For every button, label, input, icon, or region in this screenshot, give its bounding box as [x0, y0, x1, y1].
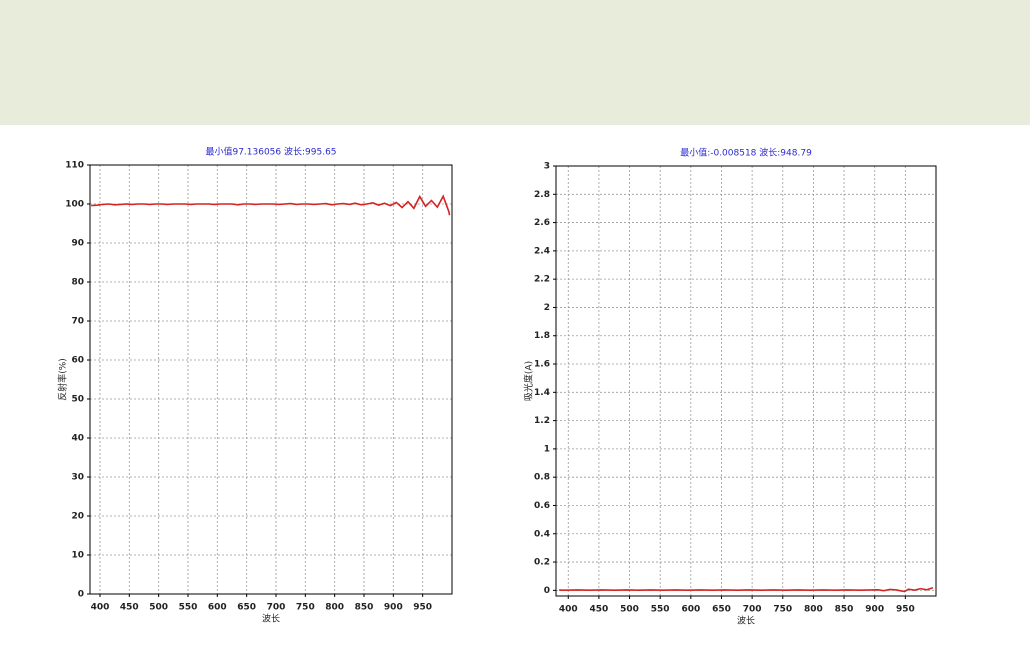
- y-tick-label: 1.8: [534, 331, 550, 341]
- y-tick-label: 10: [71, 551, 84, 561]
- x-tick-label: 900: [865, 605, 884, 615]
- y-tick-label: 100: [65, 200, 84, 210]
- x-tick-label: 850: [835, 605, 854, 615]
- x-tick-label: 500: [149, 603, 168, 613]
- y-axis-label: 吸光度(A): [523, 361, 535, 401]
- x-tick-label: 500: [620, 605, 639, 615]
- y-tick-label: 80: [71, 278, 84, 288]
- y-tick-label: 2.4: [534, 246, 550, 256]
- x-tick-label: 950: [413, 603, 432, 613]
- y-tick-label: 60: [71, 356, 84, 366]
- x-tick-label: 450: [590, 605, 609, 615]
- y-tick-label: 2: [544, 303, 550, 313]
- y-tick-label: 1: [544, 444, 550, 454]
- y-tick-label: 70: [71, 317, 84, 327]
- x-tick-label: 950: [896, 605, 915, 615]
- x-tick-label: 400: [91, 603, 110, 613]
- y-tick-label: 0: [544, 586, 550, 596]
- x-tick-label: 650: [237, 603, 256, 613]
- y-tick-label: 2.2: [534, 275, 550, 285]
- plot-area: [556, 166, 936, 596]
- y-tick-label: 0.2: [534, 558, 550, 568]
- chart-title: 最小值97.136056 波长:995.65: [205, 146, 336, 158]
- y-tick-label: 30: [71, 473, 84, 483]
- x-tick-label: 750: [773, 605, 792, 615]
- y-tick-label: 1.2: [534, 416, 550, 426]
- y-tick-label: 0: [78, 590, 84, 600]
- y-tick-label: 1.6: [534, 360, 550, 370]
- x-tick-label: 450: [120, 603, 139, 613]
- x-axis-label: 波长: [737, 615, 755, 627]
- x-axis-label: 波长: [262, 613, 280, 625]
- y-axis-label: 反射率(%): [57, 358, 69, 401]
- plot-area: [90, 165, 452, 594]
- x-tick-label: 800: [325, 603, 344, 613]
- x-tick-label: 400: [559, 605, 578, 615]
- data-line: [91, 194, 451, 216]
- y-tick-label: 50: [71, 395, 84, 405]
- y-tick-label: 3: [544, 162, 550, 172]
- x-tick-label: 550: [651, 605, 670, 615]
- y-tick-label: 2.8: [534, 190, 550, 200]
- header-band: [0, 0, 1030, 125]
- y-tick-label: 0.4: [534, 529, 550, 539]
- y-tick-label: 110: [65, 161, 84, 171]
- x-tick-label: 700: [743, 605, 762, 615]
- y-tick-label: 90: [71, 239, 84, 249]
- x-tick-label: 750: [296, 603, 315, 613]
- data-line: [559, 587, 934, 593]
- x-tick-label: 800: [804, 605, 823, 615]
- x-tick-label: 850: [355, 603, 374, 613]
- x-tick-label: 600: [208, 603, 227, 613]
- chart-title: 最小值:-0.008518 波长:948.79: [680, 147, 812, 159]
- y-tick-label: 0.6: [534, 501, 550, 511]
- x-tick-label: 550: [179, 603, 198, 613]
- y-tick-label: 2.6: [534, 218, 550, 228]
- plot-border: [555, 165, 937, 597]
- plot-border: [89, 164, 453, 595]
- x-tick-label: 600: [681, 605, 700, 615]
- y-tick-label: 1.4: [534, 388, 550, 398]
- y-tick-label: 0.8: [534, 473, 550, 483]
- x-tick-label: 650: [712, 605, 731, 615]
- x-tick-label: 900: [384, 603, 403, 613]
- y-tick-label: 20: [71, 512, 84, 522]
- y-tick-label: 40: [71, 434, 84, 444]
- x-tick-label: 700: [267, 603, 286, 613]
